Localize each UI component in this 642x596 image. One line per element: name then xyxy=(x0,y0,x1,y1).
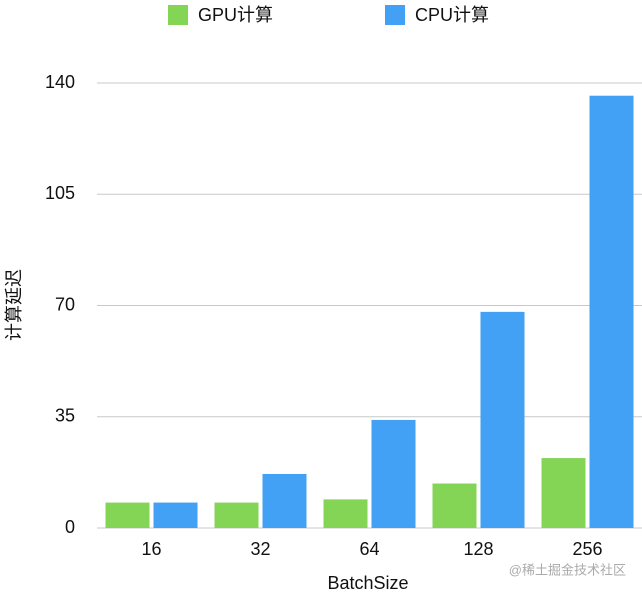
bar xyxy=(480,311,525,528)
x-tick-label: 32 xyxy=(250,539,270,559)
y-tick-label: 70 xyxy=(55,294,75,314)
y-axis-label: 计算延迟 xyxy=(4,269,24,341)
bar xyxy=(432,483,477,528)
bar xyxy=(541,458,586,528)
legend-label: CPU计算 xyxy=(415,5,489,25)
legend-swatch xyxy=(385,5,405,25)
y-tick-label: 35 xyxy=(55,406,75,426)
legend-label: GPU计算 xyxy=(198,5,273,25)
y-tick-label: 105 xyxy=(45,183,75,203)
bar xyxy=(105,502,150,528)
x-tick-label: 256 xyxy=(572,539,602,559)
x-tick-label: 128 xyxy=(463,539,493,559)
x-tick-label: 16 xyxy=(141,539,161,559)
legend-swatch xyxy=(168,5,188,25)
bar xyxy=(153,502,198,528)
x-tick-label: 64 xyxy=(359,539,379,559)
bar xyxy=(323,499,368,528)
bar xyxy=(371,419,416,528)
watermark: @稀土掘金技术社区 xyxy=(509,562,626,577)
bar xyxy=(262,473,307,528)
bar xyxy=(214,502,259,528)
x-axis-label: BatchSize xyxy=(327,573,408,593)
y-tick-label: 0 xyxy=(65,517,75,537)
y-tick-label: 140 xyxy=(45,72,75,92)
bar xyxy=(589,95,634,528)
